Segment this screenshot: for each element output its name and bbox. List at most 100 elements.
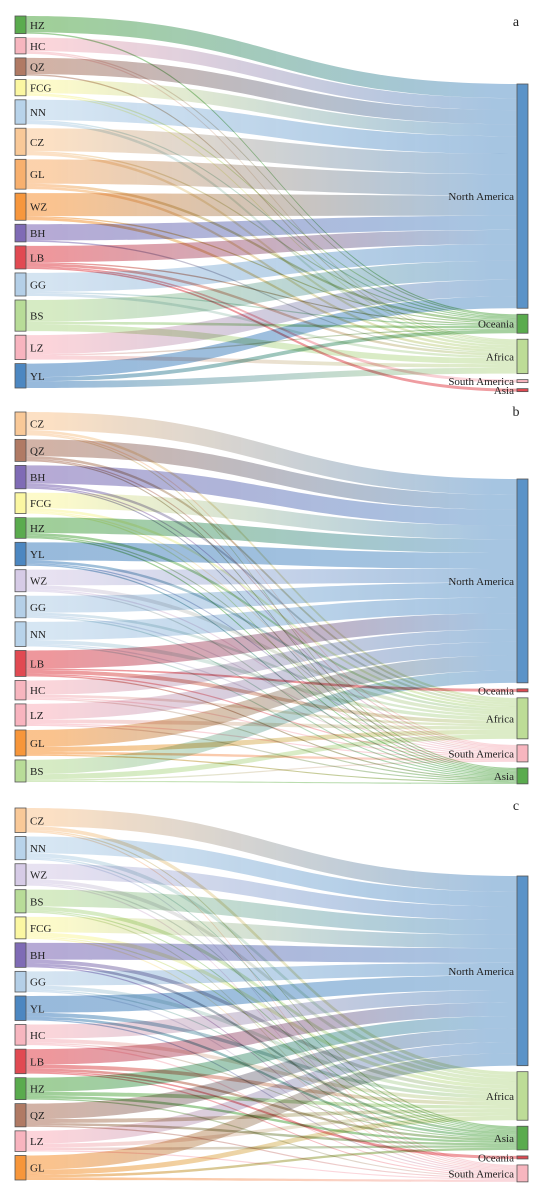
flow-yl-to-asia: [26, 564, 517, 775]
source-label-nn: NN: [30, 843, 46, 855]
flow-nn-to-north-america: [26, 99, 517, 154]
flow-layer: [26, 808, 517, 1182]
source-label-wz: WZ: [30, 870, 47, 882]
source-label-fcg: FCG: [30, 498, 51, 510]
target-node-north-america: [516, 875, 529, 1067]
source-node-gg: [14, 272, 27, 297]
source-label-gg: GG: [30, 279, 46, 291]
source-node-yl: [14, 363, 27, 389]
target-label-oceania: Oceania: [478, 685, 514, 697]
flow-yl-to-north-america: [26, 542, 517, 569]
source-node-yl: [14, 995, 27, 1021]
flow-gl-to-asia: [26, 754, 517, 783]
source-label-cz: CZ: [30, 419, 44, 431]
target-node-oceania: [516, 1155, 529, 1160]
target-label-africa: Africa: [486, 1091, 514, 1103]
target-label-asia: Asia: [494, 1133, 514, 1145]
flow-cz-to-north-america: [26, 412, 517, 495]
flow-wz-to-asia: [26, 883, 517, 1130]
source-node-lb: [14, 245, 27, 270]
flow-bs-to-north-america: [26, 670, 517, 775]
source-label-lb: LB: [30, 1056, 44, 1068]
source-label-bh: BH: [30, 228, 45, 240]
target-label-north-america: North America: [448, 191, 514, 203]
target-label-africa: Africa: [486, 351, 514, 363]
source-node-bs: [14, 299, 27, 332]
flow-cz-to-north-america: [26, 128, 517, 175]
source-label-gl: GL: [30, 1163, 45, 1175]
source-node-wz: [14, 192, 27, 221]
panel-label: b: [513, 405, 520, 420]
source-label-yl: YL: [30, 1003, 45, 1015]
flow-hz-to-north-america: [26, 16, 517, 99]
flow-cz-to-oceania: [26, 151, 517, 321]
source-label-hc: HC: [30, 685, 45, 697]
flow-lb-to-south-america: [26, 1072, 517, 1177]
source-node-bs: [14, 759, 27, 783]
target-node-africa: [516, 697, 529, 740]
flow-bh-to-north-america: [26, 215, 517, 241]
flow-nn-to-north-america: [26, 836, 517, 907]
flow-wz-to-north-america: [26, 863, 517, 921]
source-node-hz: [14, 15, 27, 35]
source-label-lb: LB: [30, 252, 44, 264]
source-node-nn: [14, 621, 27, 647]
source-node-qz: [14, 57, 27, 76]
flow-gg-to-africa: [26, 985, 517, 1096]
flow-gg-to-asia: [26, 989, 517, 1136]
flow-bs-to-asia: [26, 780, 517, 784]
source-node-gl: [14, 729, 27, 757]
flow-nn-to-oceania: [26, 120, 517, 319]
flow-bh-to-africa: [26, 959, 517, 1092]
panel-label: a: [513, 15, 520, 30]
source-node-gg: [14, 970, 27, 993]
source-label-bs: BS: [30, 311, 43, 323]
source-label-nn: NN: [30, 107, 46, 119]
flow-fcg-to-africa: [26, 94, 517, 343]
flow-lb-to-africa: [26, 1064, 517, 1106]
flow-wz-to-south-america: [26, 589, 517, 753]
sankey-panel-a: HZ HC QZ FCG NN CZ GL WZ BH LB GG BS LZ YL North Ameri…: [14, 15, 529, 397]
sankey-panel-b: CZ QZ BH FCG HZ YL WZ GG NN LB HC LZ GL BS North Ameri…: [14, 405, 529, 785]
flow-qz-to-north-america: [26, 1028, 517, 1120]
source-label-lz: LZ: [30, 710, 44, 722]
flow-fcg-to-south-america: [26, 510, 517, 750]
source-node-hz: [14, 517, 27, 539]
source-node-gl: [14, 1155, 27, 1181]
flow-qz-to-north-america: [26, 57, 517, 125]
flow-bs-to-north-america: [26, 889, 517, 935]
flow-qz-to-north-america: [26, 439, 517, 510]
flow-fcg-to-africa: [26, 508, 517, 707]
target-node-south-america: [516, 744, 529, 763]
source-node-wz: [14, 863, 27, 887]
source-label-lz: LZ: [30, 1136, 44, 1148]
flow-gl-to-africa: [26, 729, 517, 753]
source-node-lz: [14, 703, 27, 727]
flow-bs-to-north-america: [26, 260, 517, 322]
source-label-wz: WZ: [30, 576, 47, 588]
flow-qz-to-south-america: [26, 1125, 517, 1179]
target-node-asia: [516, 767, 529, 785]
flow-gl-to-north-america: [26, 159, 517, 196]
flow-cz-to-africa: [26, 430, 517, 701]
flow-wz-to-north-america: [26, 568, 517, 586]
flow-yl-to-oceania: [26, 329, 517, 382]
source-label-qz: QZ: [30, 62, 45, 74]
target-node-oceania: [516, 313, 529, 334]
target-label-oceania: Oceania: [478, 319, 514, 331]
flow-lz-to-north-america: [26, 1041, 517, 1144]
source-node-gg: [14, 595, 27, 619]
source-node-fcg: [14, 79, 27, 97]
source-label-qz: QZ: [30, 1110, 45, 1122]
flow-fcg-to-north-america: [26, 79, 517, 137]
source-label-yl: YL: [30, 371, 45, 383]
source-label-gl: GL: [30, 169, 45, 181]
flow-lb-to-north-america: [26, 613, 517, 669]
source-label-gg: GG: [30, 977, 46, 989]
flow-gg-to-north-america: [26, 582, 517, 613]
target-label-south-america: South America: [448, 1168, 514, 1180]
source-label-nn: NN: [30, 629, 46, 641]
source-node-gl: [14, 158, 27, 190]
flow-nn-to-north-america: [26, 597, 517, 640]
